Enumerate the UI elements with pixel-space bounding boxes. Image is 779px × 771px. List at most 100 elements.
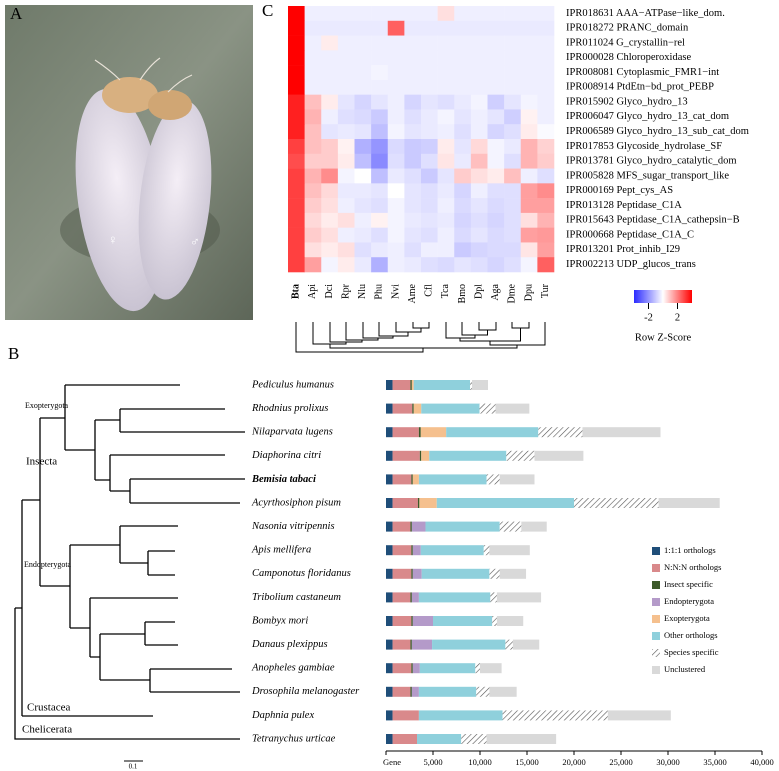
heatmap-cell [354, 109, 372, 125]
heatmap-cell [321, 109, 339, 125]
bar-segment [489, 545, 530, 556]
bar-segment [411, 545, 413, 556]
heatmap-cell [321, 94, 339, 110]
bar-segment [392, 686, 411, 697]
heatmap-cell [321, 6, 339, 22]
heatmap-cell [337, 139, 355, 155]
row-label: IPR018272 PRANC_domain [566, 23, 689, 34]
heatmap-cell [520, 20, 538, 36]
heatmap-cell [354, 65, 372, 81]
bar-segment [496, 592, 542, 603]
heatmap-cell [354, 79, 372, 95]
heatmap-cell [454, 212, 472, 228]
colorbar [634, 290, 692, 303]
heatmap-cell [288, 153, 305, 169]
heatmap-cell [304, 198, 322, 214]
heatmap-cell [371, 212, 389, 228]
bar-segment [386, 734, 393, 744]
heatmap-cell [537, 65, 555, 81]
column-label: Ame [407, 283, 418, 303]
heatmap-cell [304, 35, 322, 51]
column-label: Api [307, 284, 318, 299]
heatmap-cell [387, 94, 405, 110]
heatmap-cell [470, 242, 488, 258]
bar-segment [419, 663, 476, 674]
species-label: Diaphorina citri [251, 450, 321, 461]
heatmap-cell [421, 6, 438, 22]
heatmap-cell [304, 227, 322, 243]
panel-label: B [8, 344, 19, 363]
row-label: IPR000169 Pept_cys_AS [566, 185, 673, 196]
species-label: Apis mellifera [251, 545, 311, 556]
bar-segment [386, 710, 393, 721]
heatmap-cell [321, 242, 339, 258]
heatmap-cell [487, 109, 505, 125]
bar-segment [386, 545, 393, 556]
heatmap-cell [371, 94, 389, 110]
bar-segment [492, 616, 497, 626]
heatmap-cell [371, 20, 389, 36]
column-label: Tca [440, 283, 451, 298]
legend-swatch [652, 564, 660, 572]
bar-segment [412, 474, 419, 485]
bar-segment [417, 498, 420, 508]
clade-label: Crustacea [27, 702, 70, 714]
heatmap-cell [321, 257, 339, 273]
bar-segment [480, 663, 502, 674]
row-label: IPR015902 Glyco_hydro_13 [566, 96, 688, 107]
bar-segment [410, 521, 412, 532]
panel-label: C [262, 1, 273, 20]
bar-segment [574, 498, 659, 508]
bar-segment [392, 592, 411, 603]
heatmap-cell [504, 94, 522, 110]
bar-segment [502, 710, 608, 721]
heatmap-cell [288, 227, 305, 243]
heatmap-cell [288, 94, 305, 110]
heatmap-cell [354, 168, 372, 184]
heatmap-cell [354, 153, 372, 169]
row-label: IPR002213 UDP_glucos_trans [566, 259, 696, 270]
heatmap-cell [288, 139, 305, 155]
heatmap-cell [371, 198, 389, 214]
heatmap-cell [537, 183, 555, 199]
heatmap-cell [371, 227, 389, 243]
heatmap-cell [504, 109, 522, 125]
heatmap-cell [387, 50, 405, 66]
bar-segment [386, 498, 393, 508]
heatmap-cell [354, 139, 372, 155]
bar-segment [411, 616, 413, 626]
heatmap-cell [437, 242, 455, 258]
bar-segment [392, 545, 412, 556]
bar-segment [418, 474, 487, 485]
heatmap-cell [354, 20, 372, 36]
bar-segment [392, 380, 411, 390]
heatmap-cell [437, 109, 455, 125]
heatmap-cell [487, 183, 505, 199]
heatmap-cell [288, 183, 305, 199]
heatmap-cell [337, 65, 355, 81]
row-label: IPR006589 Glyco_hydro_13_sub_cat_dom [566, 126, 749, 137]
heatmap-cell [487, 20, 505, 36]
bar-segment [483, 545, 490, 556]
bar-segment [582, 427, 661, 438]
colorbar-label: Row Z-Score [635, 332, 692, 343]
heatmap-cell [304, 257, 322, 273]
bar-segment [490, 592, 497, 603]
bar-segment [410, 639, 412, 650]
heatmap-cell [304, 183, 322, 199]
bar-segment [499, 474, 535, 485]
heatmap-cell [387, 153, 405, 169]
legend-swatch [652, 581, 660, 589]
x-tick-label: 5,000 [423, 757, 442, 767]
clade-label: Exopterygota [25, 401, 69, 410]
legend-label: Unclustered [664, 664, 706, 674]
heatmap-cell [371, 139, 389, 155]
heatmap-cell [504, 198, 522, 214]
heatmap-cell [504, 212, 522, 228]
bar-segment [410, 686, 412, 697]
bar-segment [432, 639, 506, 650]
heatmap-cell [288, 257, 305, 273]
bar-segment [392, 734, 418, 744]
heatmap-cell [487, 6, 505, 22]
legend-label: Exopterygota [664, 613, 710, 623]
